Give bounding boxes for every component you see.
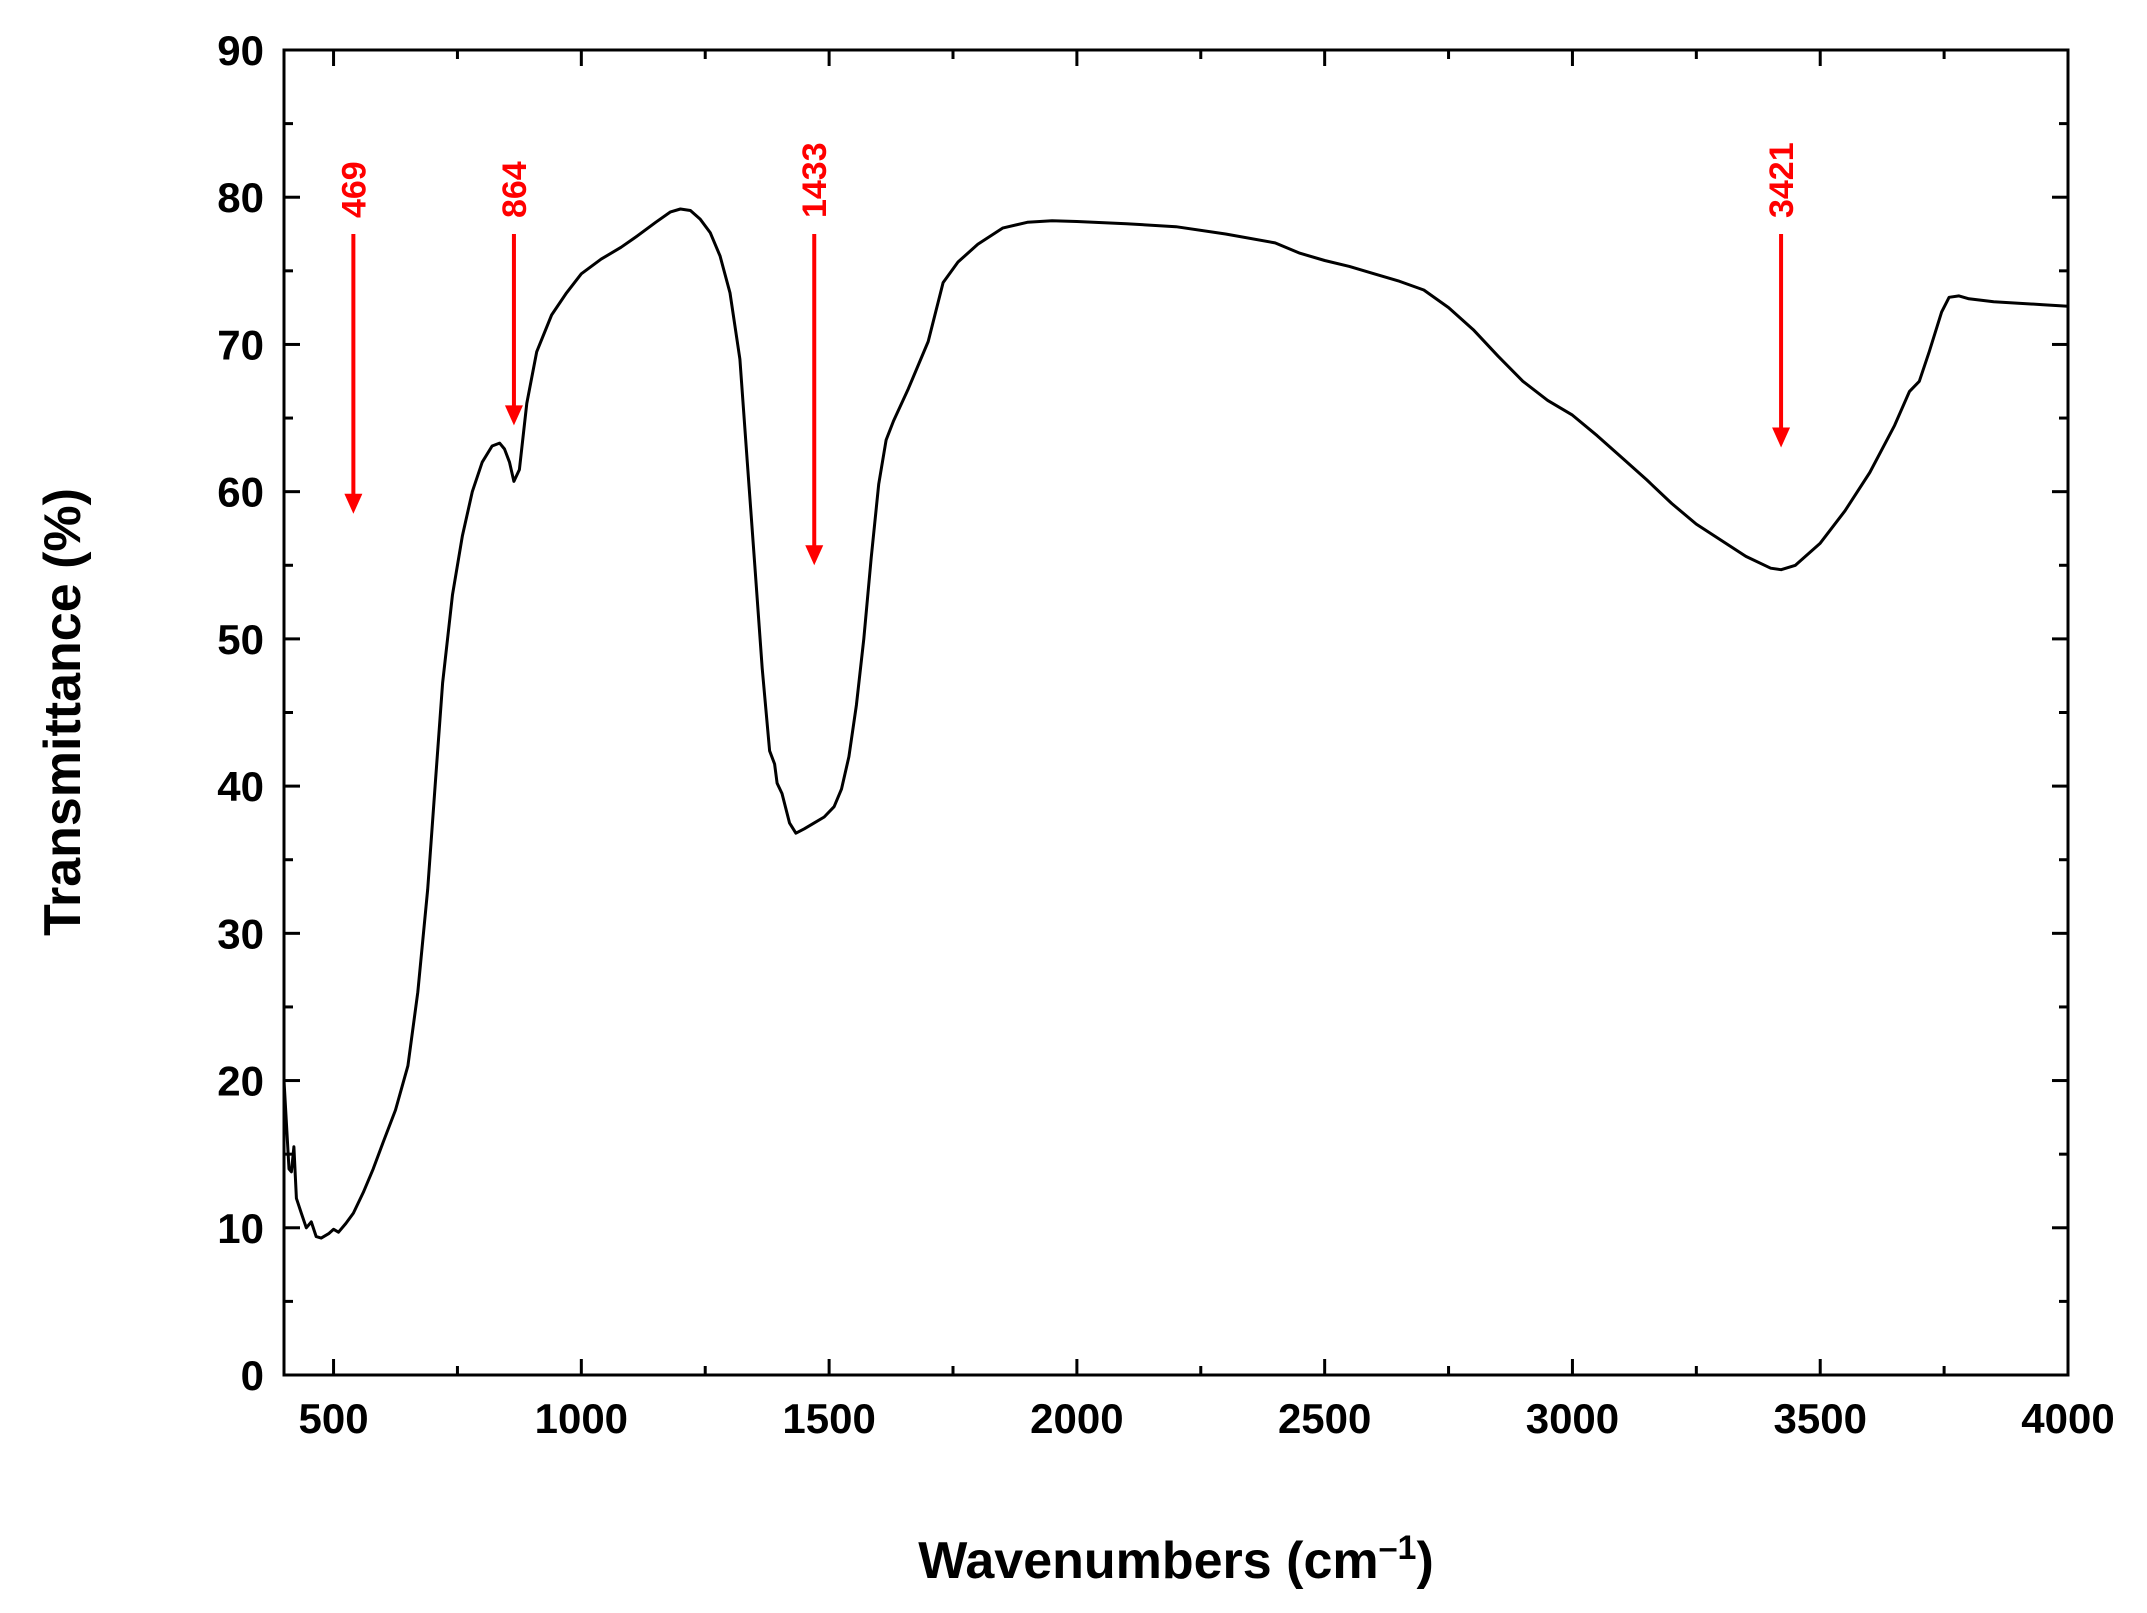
x-tick-label: 2000 — [1030, 1395, 1123, 1442]
x-tick-label: 1500 — [782, 1395, 875, 1442]
y-tick-label: 20 — [217, 1058, 264, 1105]
spectrum-line — [282, 207, 2069, 1240]
x-tick-label: 2500 — [1278, 1395, 1371, 1442]
x-tick-labels: 500 1000 1500 2000 2500 3000 3500 4000 — [299, 1395, 2115, 1442]
y-tick-label: 80 — [217, 174, 264, 221]
x-axis-title-main: Wavenumbers (cm — [918, 1532, 1378, 1590]
x-axis-title: Wavenumbers (cm–1) — [918, 1529, 1434, 1590]
y-tick-label: 40 — [217, 763, 264, 810]
axis-ticks — [284, 48, 2070, 1377]
peak-annotations: 469 864 1433 3421 — [335, 142, 1801, 566]
x-tick-label: 3500 — [1774, 1395, 1867, 1442]
x-axis-title-suffix: ) — [1416, 1532, 1433, 1590]
annotation-label: 469 — [335, 161, 373, 218]
x-tick-label: 500 — [299, 1395, 369, 1442]
x-axis-title-superscript: –1 — [1379, 1529, 1417, 1567]
y-tick-labels: 0 10 20 30 40 50 60 70 80 90 — [217, 27, 264, 1399]
y-tick-label: 10 — [217, 1205, 264, 1252]
annotation-arrowhead — [344, 493, 363, 514]
y-tick-label: 90 — [217, 27, 264, 74]
plot-area-frame — [282, 48, 2070, 1377]
annotation-label: 1433 — [796, 142, 834, 218]
x-tick-label: 3000 — [1526, 1395, 1619, 1442]
y-tick-label: 0 — [241, 1352, 264, 1399]
annotation-label: 3421 — [1763, 142, 1801, 218]
y-tick-label: 70 — [217, 321, 264, 368]
y-tick-label: 30 — [217, 910, 264, 957]
annotation-label: 864 — [496, 161, 534, 218]
annotation-arrowhead — [1772, 427, 1791, 448]
x-tick-label: 1000 — [535, 1395, 628, 1442]
y-tick-label: 50 — [217, 616, 264, 663]
annotation-arrowhead — [805, 545, 824, 566]
y-axis-title: Transmittance (%) — [34, 488, 92, 936]
annotation-arrowhead — [504, 405, 523, 426]
y-tick-label: 60 — [217, 469, 264, 516]
x-tick-label: 4000 — [2021, 1395, 2114, 1442]
